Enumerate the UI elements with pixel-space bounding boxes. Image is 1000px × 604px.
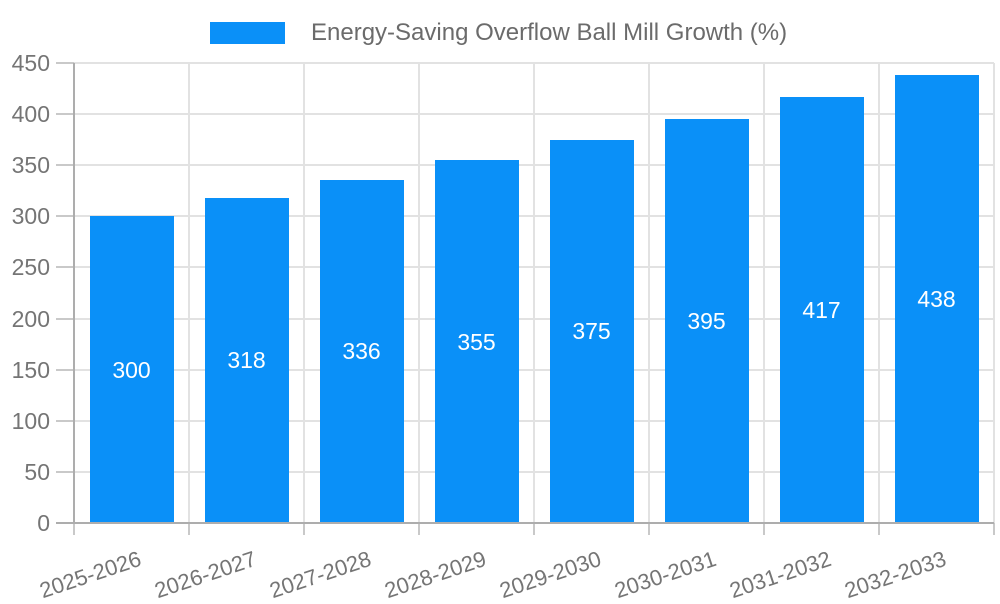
gridline-v bbox=[533, 63, 535, 523]
y-tick-label: 0 bbox=[37, 510, 50, 536]
y-tick-mark bbox=[56, 317, 74, 320]
bar bbox=[319, 179, 404, 523]
bar-value-label: 395 bbox=[687, 308, 726, 335]
y-tick-mark bbox=[56, 419, 74, 422]
bar bbox=[204, 197, 289, 523]
y-tick-mark bbox=[56, 215, 74, 218]
x-tick-mark bbox=[878, 523, 880, 535]
y-tick-label: 350 bbox=[11, 152, 50, 179]
y-tick-mark bbox=[56, 266, 74, 269]
x-tick-label: 2029-2030 bbox=[496, 546, 605, 604]
bar-value-label: 375 bbox=[572, 318, 611, 345]
y-tick-label: 400 bbox=[11, 101, 50, 128]
y-tick-mark bbox=[56, 368, 74, 371]
x-tick-label: 2025-2026 bbox=[36, 546, 145, 604]
gridline-v bbox=[993, 63, 995, 523]
y-tick-mark bbox=[56, 113, 74, 116]
y-tick-mark bbox=[56, 470, 74, 473]
gridline-v bbox=[188, 63, 190, 523]
gridline-v bbox=[418, 63, 420, 523]
bar-value-label: 336 bbox=[342, 338, 381, 365]
y-tick-label: 100 bbox=[11, 407, 50, 434]
y-tick-mark bbox=[56, 62, 74, 64]
y-axis-line bbox=[73, 63, 75, 523]
x-tick-mark bbox=[418, 523, 420, 535]
y-tick-label: 50 bbox=[24, 458, 50, 485]
x-tick-mark bbox=[303, 523, 305, 535]
y-tick-label: 300 bbox=[11, 203, 50, 230]
gridline-v bbox=[648, 63, 650, 523]
legend-label: Energy-Saving Overflow Ball Mill Growth … bbox=[311, 19, 788, 46]
x-tick-mark bbox=[188, 523, 190, 535]
legend: Energy-Saving Overflow Ball Mill Growth … bbox=[210, 19, 787, 47]
gridline-v bbox=[303, 63, 305, 523]
y-tick-mark bbox=[56, 164, 74, 167]
x-axis-line bbox=[56, 522, 994, 524]
y-tick-label: 450 bbox=[11, 50, 50, 76]
y-tick-label: 200 bbox=[11, 305, 50, 332]
x-tick-mark bbox=[533, 523, 535, 535]
x-tick-label: 2031-2032 bbox=[726, 546, 835, 604]
x-tick-mark bbox=[993, 523, 995, 535]
bar-value-label: 318 bbox=[227, 347, 266, 374]
bar-value-label: 438 bbox=[917, 286, 956, 313]
x-tick-label: 2026-2027 bbox=[151, 546, 260, 604]
gridline-v bbox=[878, 63, 880, 523]
x-tick-label: 2028-2029 bbox=[381, 546, 490, 604]
y-tick-label: 250 bbox=[11, 254, 50, 281]
bar-value-label: 355 bbox=[457, 328, 496, 355]
x-tick-mark bbox=[763, 523, 765, 535]
bar bbox=[664, 119, 749, 523]
x-tick-label: 2032-2033 bbox=[841, 546, 950, 604]
x-tick-mark bbox=[73, 523, 75, 535]
y-tick-label: 150 bbox=[11, 356, 50, 383]
bar-value-label: 417 bbox=[802, 296, 841, 323]
bar-value-label: 300 bbox=[112, 356, 151, 383]
bar bbox=[549, 139, 634, 523]
x-tick-label: 2027-2028 bbox=[266, 546, 375, 604]
bar bbox=[894, 75, 979, 523]
bar bbox=[779, 96, 864, 523]
x-tick-mark bbox=[648, 523, 650, 535]
bar bbox=[89, 216, 174, 523]
x-tick-label: 2030-2031 bbox=[611, 546, 720, 604]
gridline-v bbox=[763, 63, 765, 523]
bar bbox=[434, 160, 519, 523]
legend-swatch bbox=[210, 22, 285, 44]
